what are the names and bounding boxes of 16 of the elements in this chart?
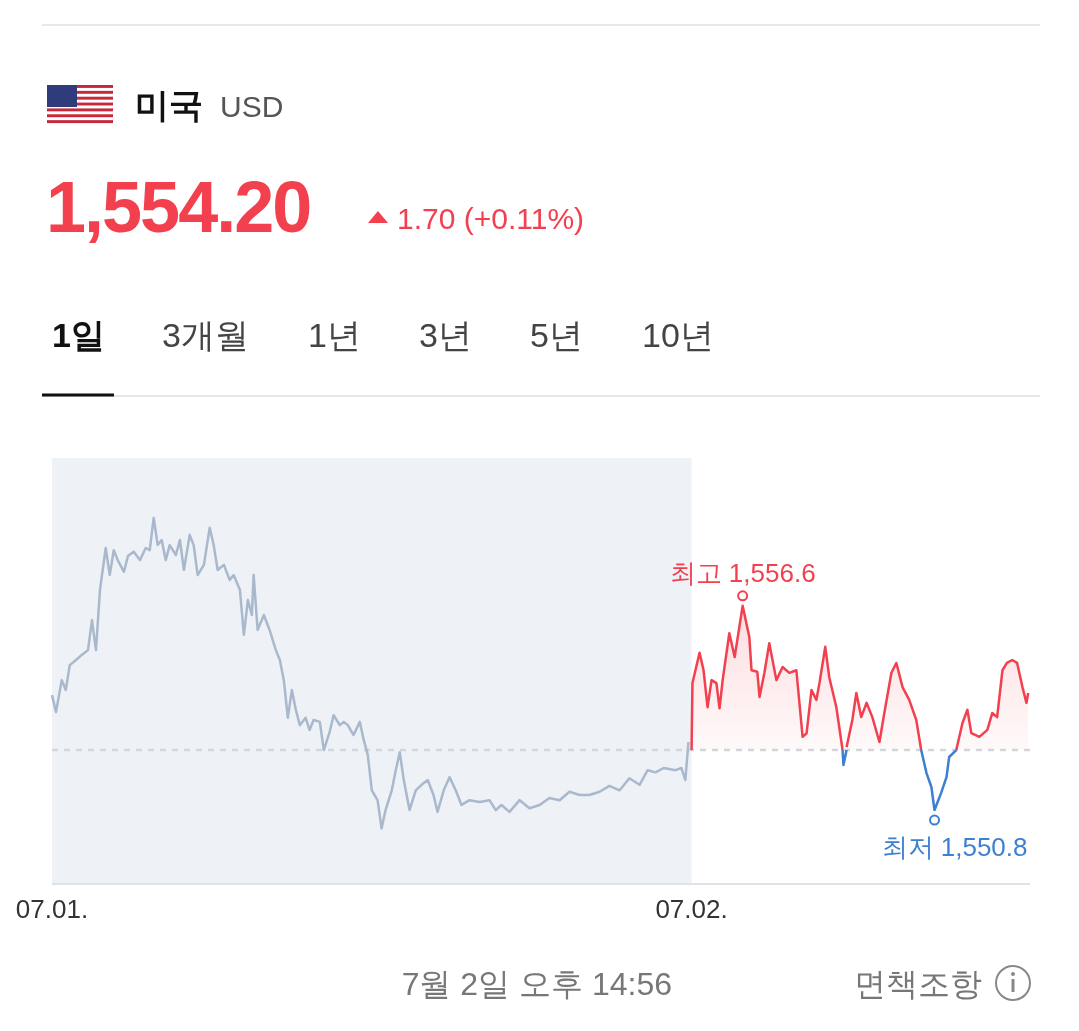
annotation: 최고 1,556.6: [669, 557, 816, 588]
x-tick-label: 07.02.: [655, 894, 728, 924]
text: 1.70 (+0.11%): [397, 202, 585, 235]
text: 1년: [308, 316, 361, 354]
annotation: 최저 1,550.8: [881, 832, 1028, 863]
text: 3개월: [162, 316, 249, 354]
chart-title: 미국: [135, 86, 203, 124]
text: 10년: [642, 316, 714, 354]
x-tick-label: 07.01.: [15, 894, 89, 924]
text: 1일: [52, 316, 105, 354]
text: 7월 2일 오후 14:56: [401, 966, 672, 1002]
text: 면책조항: [854, 966, 982, 1002]
text: 5년: [530, 316, 583, 354]
text: 1,554.20: [46, 167, 311, 247]
text: 3년: [419, 316, 472, 354]
chart-subtitle: USD: [220, 90, 284, 123]
